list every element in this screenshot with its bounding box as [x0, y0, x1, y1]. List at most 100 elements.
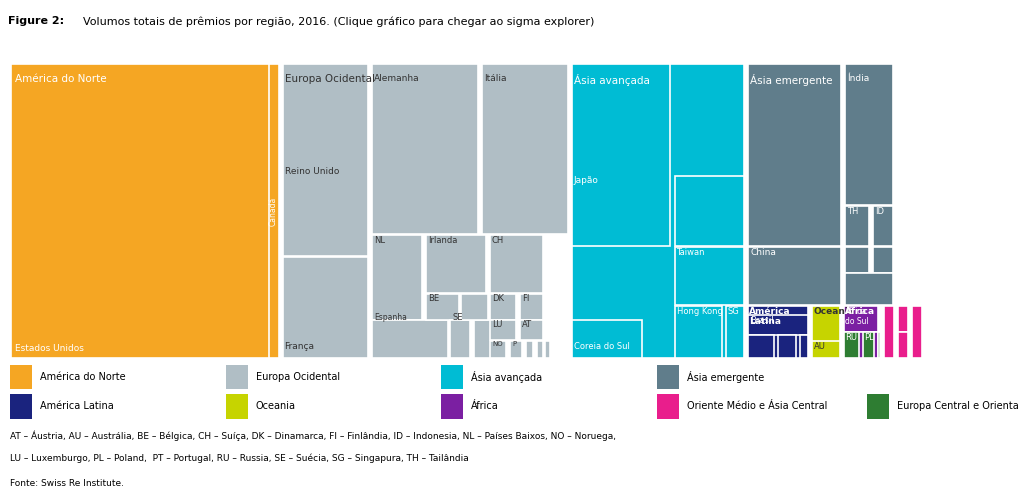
Bar — [674, 306, 722, 358]
Bar — [226, 364, 248, 389]
Text: Europa Ocidental: Europa Ocidental — [284, 74, 374, 84]
Bar — [11, 64, 276, 358]
Bar — [427, 294, 459, 320]
Text: RU: RU — [845, 332, 857, 342]
Text: DK: DK — [492, 294, 504, 302]
Text: Coreia do Sul: Coreia do Sul — [574, 342, 629, 351]
Bar — [868, 394, 889, 419]
Bar — [450, 321, 470, 358]
Text: Europa Central e Orienta: Europa Central e Orienta — [897, 401, 1019, 411]
Text: Figure 2:: Figure 2: — [8, 17, 64, 27]
Bar — [441, 364, 463, 389]
Bar — [748, 64, 841, 246]
Text: América Latina: América Latina — [40, 401, 114, 411]
Bar — [657, 364, 679, 389]
Text: Espanha: Espanha — [374, 313, 407, 322]
Bar — [878, 332, 880, 358]
Bar — [800, 335, 808, 358]
Text: Oceania: Oceania — [813, 307, 854, 316]
Text: BE: BE — [429, 294, 439, 302]
Text: Ásia emergente: Ásia emergente — [687, 371, 764, 383]
Text: Oceania: Oceania — [256, 401, 296, 411]
Bar — [520, 294, 543, 320]
Bar — [282, 64, 368, 256]
Text: Reino Unido: Reino Unido — [284, 167, 339, 176]
Text: América do Norte: América do Norte — [40, 372, 126, 382]
Text: França: França — [284, 342, 314, 351]
Bar — [748, 247, 841, 305]
Bar — [844, 332, 859, 358]
Bar — [372, 64, 478, 234]
Bar — [845, 206, 869, 246]
Bar — [845, 273, 893, 305]
Bar — [226, 394, 248, 419]
Text: NL: NL — [374, 236, 386, 245]
Bar — [844, 332, 878, 358]
Bar — [461, 294, 488, 320]
Bar — [873, 206, 893, 246]
Text: América
Latina: América Latina — [749, 307, 791, 327]
Bar — [427, 235, 486, 293]
Bar — [282, 257, 368, 358]
Text: Ásia avançada: Ásia avançada — [472, 371, 542, 383]
Bar — [779, 335, 796, 358]
Bar — [545, 341, 549, 358]
Text: LU: LU — [492, 320, 502, 329]
Bar — [474, 321, 494, 358]
Bar — [10, 394, 33, 419]
Text: TH: TH — [847, 207, 858, 216]
Bar — [748, 315, 808, 334]
Bar — [10, 364, 33, 389]
Text: Itália: Itália — [484, 74, 506, 83]
Text: Índia: Índia — [847, 74, 870, 83]
Text: Irlanda: Irlanda — [429, 236, 457, 245]
Text: Ásia emergente: Ásia emergente — [750, 74, 833, 86]
Text: África
do Sul: África do Sul — [845, 307, 869, 327]
Text: África: África — [472, 401, 499, 411]
Text: P: P — [512, 341, 516, 347]
Bar — [748, 306, 808, 358]
Bar — [490, 235, 543, 293]
Text: Taiwan: Taiwan — [676, 248, 705, 257]
Bar — [844, 306, 878, 331]
Text: SE: SE — [452, 313, 462, 322]
Bar — [490, 321, 516, 340]
Bar — [526, 341, 533, 358]
Bar — [482, 64, 568, 234]
Bar — [441, 394, 463, 419]
Bar — [269, 64, 278, 358]
Bar — [812, 341, 840, 358]
Bar — [372, 235, 422, 320]
Bar — [657, 394, 679, 419]
Bar — [898, 332, 908, 358]
Text: América do Norte: América do Norte — [15, 74, 106, 84]
Bar — [490, 294, 516, 320]
Text: China: China — [750, 248, 776, 257]
Bar — [572, 64, 745, 358]
Text: Canadá: Canadá — [269, 196, 278, 226]
Text: Alemanha: Alemanha — [374, 74, 419, 83]
Text: Volumos totais de prêmios por região, 2016. (Clique gráfico para chegar ao sigma: Volumos totais de prêmios por região, 20… — [76, 17, 594, 27]
Text: AT: AT — [522, 320, 532, 329]
Text: Europa Ocidental: Europa Ocidental — [256, 372, 340, 382]
Bar — [911, 306, 922, 358]
Bar — [509, 341, 522, 358]
Bar — [537, 341, 543, 358]
Text: PL: PL — [864, 332, 874, 342]
Text: FI: FI — [522, 294, 529, 302]
Text: LU – Luxemburgo, PL – Poland,  PT – Portugal, RU – Russia, SE – Suécia, SG – Sin: LU – Luxemburgo, PL – Poland, PT – Portu… — [10, 453, 469, 463]
Text: AT – Áustria, AU – Austrália, BE – Bélgica, CH – Suíça, DK – Dinamarca, FI – Fin: AT – Áustria, AU – Austrália, BE – Bélgi… — [10, 431, 616, 441]
Bar — [873, 247, 893, 273]
Text: África: África — [845, 307, 876, 316]
Bar — [863, 332, 874, 358]
Text: Japão: Japão — [574, 176, 598, 185]
Text: Hong Kong: Hong Kong — [676, 307, 722, 316]
Text: Brasil: Brasil — [750, 316, 774, 325]
Bar — [674, 247, 745, 305]
Text: SG: SG — [727, 307, 740, 316]
Text: Oriente Médio e Ásia Central: Oriente Médio e Ásia Central — [687, 401, 828, 411]
Bar — [748, 335, 774, 358]
Bar — [572, 64, 669, 246]
Bar — [884, 306, 894, 358]
Bar — [674, 176, 745, 246]
